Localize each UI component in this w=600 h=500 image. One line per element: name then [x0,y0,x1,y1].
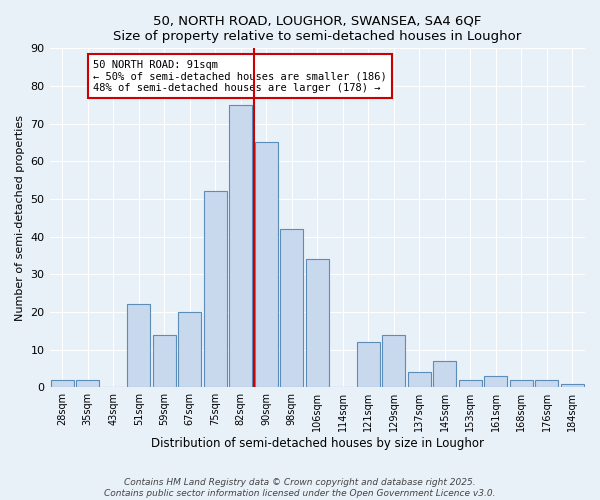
Bar [459,380,482,388]
Bar [561,384,584,388]
Bar [408,372,431,388]
Bar [153,334,176,388]
Title: 50, NORTH ROAD, LOUGHOR, SWANSEA, SA4 6QF
Size of property relative to semi-deta: 50, NORTH ROAD, LOUGHOR, SWANSEA, SA4 6Q… [113,15,521,43]
Bar [127,304,150,388]
Bar [51,380,74,388]
Bar [204,192,227,388]
Bar [510,380,533,388]
Bar [382,334,405,388]
Bar [433,361,456,388]
Bar [535,380,558,388]
Text: Contains HM Land Registry data © Crown copyright and database right 2025.
Contai: Contains HM Land Registry data © Crown c… [104,478,496,498]
Bar [306,260,329,388]
X-axis label: Distribution of semi-detached houses by size in Loughor: Distribution of semi-detached houses by … [151,437,484,450]
Text: 50 NORTH ROAD: 91sqm
← 50% of semi-detached houses are smaller (186)
48% of semi: 50 NORTH ROAD: 91sqm ← 50% of semi-detac… [93,60,386,93]
Bar [229,105,252,388]
Bar [255,142,278,388]
Bar [76,380,99,388]
Bar [357,342,380,388]
Bar [178,312,201,388]
Bar [280,229,303,388]
Y-axis label: Number of semi-detached properties: Number of semi-detached properties [15,115,25,321]
Bar [484,376,507,388]
